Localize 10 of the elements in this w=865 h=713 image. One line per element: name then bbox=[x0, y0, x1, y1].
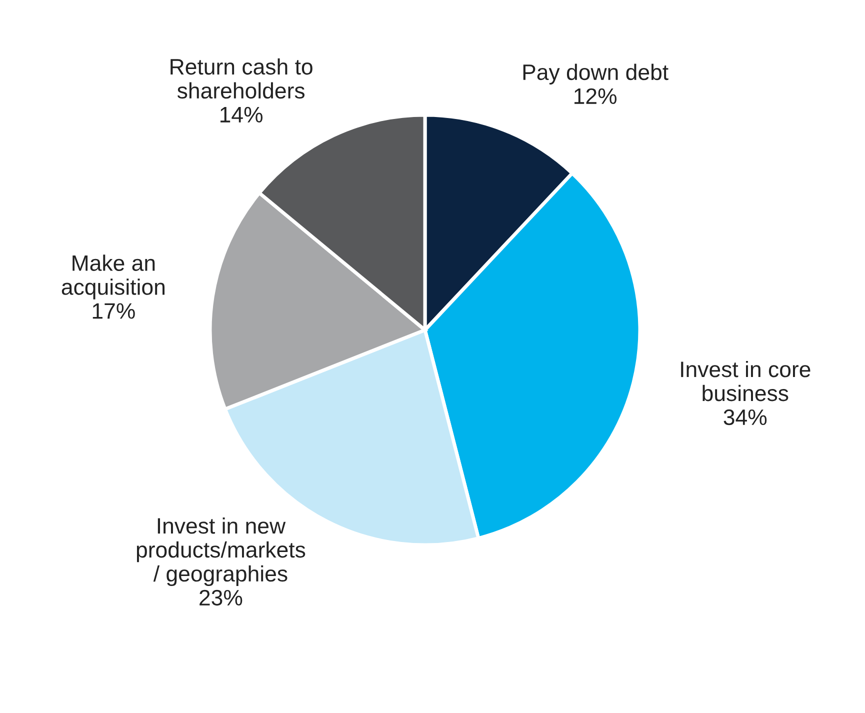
slice-label: Invest in new products/markets / geographies bbox=[136, 517, 306, 586]
data-label: 17% bbox=[92, 303, 135, 319]
data-label: 12% bbox=[574, 88, 617, 104]
data-label: 34% bbox=[724, 409, 767, 426]
slice-label: Pay down debt bbox=[523, 64, 668, 85]
slice-label: Make an acquisition bbox=[62, 254, 164, 300]
data-label: 14% bbox=[220, 106, 263, 122]
slice-label: Return cash to shareholders bbox=[170, 58, 312, 99]
data-label: 23% bbox=[200, 590, 242, 606]
slice-label: Invest in core business bbox=[681, 360, 810, 402]
